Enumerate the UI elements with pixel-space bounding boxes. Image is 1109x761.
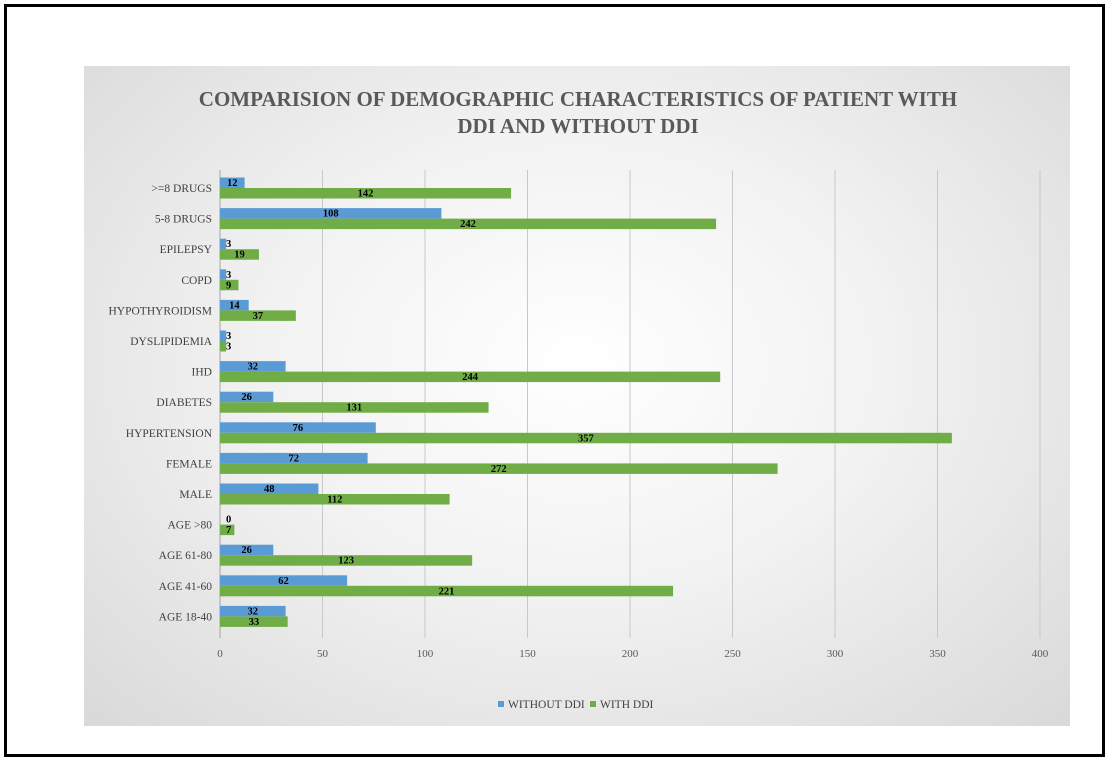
bar bbox=[220, 310, 296, 321]
chart-title: COMPARISION OF DEMOGRAPHIC CHARACTERISTI… bbox=[199, 87, 957, 138]
bar bbox=[220, 432, 952, 444]
data-label: 14 bbox=[229, 300, 240, 311]
data-label: 9 bbox=[226, 280, 231, 291]
bar bbox=[220, 555, 473, 566]
data-label: 33 bbox=[249, 617, 260, 628]
x-tick-label: 200 bbox=[622, 648, 639, 660]
bar bbox=[220, 218, 717, 230]
category-label: DIABETES bbox=[156, 397, 212, 409]
bar bbox=[220, 238, 227, 250]
data-label: 37 bbox=[253, 311, 264, 322]
bar bbox=[220, 575, 348, 586]
category-label: AGE 18-40 bbox=[159, 611, 213, 623]
legend-swatch bbox=[498, 701, 504, 707]
data-label: 76 bbox=[293, 423, 304, 434]
x-tick-label: 100 bbox=[417, 648, 434, 660]
x-axis-ticks: 0 50 100 150 200 250 300 350 400 bbox=[217, 648, 1049, 660]
bar bbox=[220, 524, 235, 536]
data-label: 12 bbox=[227, 178, 238, 189]
data-label: 0 bbox=[226, 515, 231, 526]
data-label: 131 bbox=[346, 403, 362, 414]
bar bbox=[220, 463, 778, 474]
data-label: 48 bbox=[264, 484, 275, 495]
bar bbox=[220, 544, 274, 556]
bar bbox=[220, 585, 674, 597]
bars: 1214210824231939143733322442613176357722… bbox=[220, 177, 952, 628]
data-label: 3 bbox=[226, 342, 231, 353]
x-tick-label: 350 bbox=[929, 648, 946, 660]
x-tick-label: 250 bbox=[724, 648, 741, 660]
data-label: 357 bbox=[578, 433, 594, 444]
data-label: 7 bbox=[226, 525, 231, 536]
bar bbox=[220, 208, 442, 219]
category-label: >=8 DRUGS bbox=[151, 183, 212, 195]
legend-label: WITHOUT DDI bbox=[508, 699, 585, 711]
data-label: 26 bbox=[241, 392, 252, 403]
legend: WITHOUT DDI WITH DDI bbox=[498, 699, 653, 711]
data-label: 272 bbox=[491, 464, 507, 475]
data-label: 242 bbox=[460, 219, 476, 230]
x-tick-label: 300 bbox=[827, 648, 844, 660]
data-label: 19 bbox=[234, 250, 245, 261]
bar bbox=[220, 371, 721, 383]
category-label: AGE 41-60 bbox=[159, 581, 213, 593]
bar bbox=[220, 494, 450, 505]
x-tick-label: 50 bbox=[317, 648, 329, 660]
data-label: 3 bbox=[226, 239, 231, 250]
data-label: 3 bbox=[226, 270, 231, 281]
data-label: 112 bbox=[327, 495, 342, 506]
data-label: 142 bbox=[358, 189, 374, 200]
chart-title-line-2: DDI AND WITHOUT DDI bbox=[457, 114, 698, 138]
bar bbox=[220, 605, 286, 617]
bar bbox=[220, 391, 274, 403]
category-label: HYPOTHYROIDISM bbox=[108, 305, 212, 317]
category-label: IHD bbox=[192, 367, 212, 379]
data-label: 244 bbox=[462, 372, 479, 383]
category-label: AGE 61-80 bbox=[159, 550, 213, 562]
category-label: HYPERTENSION bbox=[126, 428, 213, 440]
chart-title-line-1: COMPARISION OF DEMOGRAPHIC CHARACTERISTI… bbox=[199, 87, 957, 111]
bar bbox=[220, 616, 288, 627]
bar bbox=[220, 279, 239, 291]
bar bbox=[220, 299, 249, 311]
gridlines bbox=[219, 170, 1041, 638]
x-tick-label: 0 bbox=[217, 648, 223, 660]
bar bbox=[220, 361, 286, 372]
x-tick-label: 400 bbox=[1032, 648, 1049, 660]
bar bbox=[220, 402, 489, 413]
bar bbox=[220, 330, 227, 341]
category-labels: >=8 DRUGS 5-8 DRUGS EPILEPSY COPD HYPOTHYROI… bbox=[108, 183, 212, 623]
category-label: EPILEPSY bbox=[160, 244, 213, 256]
category-label: COPD bbox=[181, 275, 212, 287]
category-label: FEMALE bbox=[166, 458, 212, 470]
category-label: DYSLIPIDEMIA bbox=[130, 336, 212, 348]
category-label: 5-8 DRUGS bbox=[155, 214, 212, 226]
legend-swatch bbox=[590, 701, 596, 707]
data-label: 3 bbox=[226, 331, 231, 342]
data-label: 108 bbox=[323, 209, 339, 220]
category-label: AGE >80 bbox=[168, 520, 213, 532]
bar bbox=[220, 452, 368, 464]
bar bbox=[220, 177, 245, 188]
bar bbox=[220, 422, 376, 433]
data-label: 26 bbox=[241, 545, 252, 556]
data-label: 32 bbox=[248, 362, 259, 373]
data-label: 221 bbox=[439, 586, 455, 597]
data-label: 32 bbox=[248, 606, 259, 617]
data-label: 72 bbox=[289, 453, 300, 464]
category-label: MALE bbox=[179, 489, 212, 501]
legend-label: WITH DDI bbox=[600, 699, 653, 711]
bar bbox=[220, 188, 512, 199]
bar bbox=[220, 341, 227, 352]
x-tick-label: 150 bbox=[519, 648, 536, 660]
data-label: 123 bbox=[338, 556, 354, 567]
data-label: 62 bbox=[278, 576, 289, 587]
bar bbox=[220, 269, 227, 280]
bar bbox=[220, 483, 319, 494]
bar bbox=[220, 249, 259, 260]
